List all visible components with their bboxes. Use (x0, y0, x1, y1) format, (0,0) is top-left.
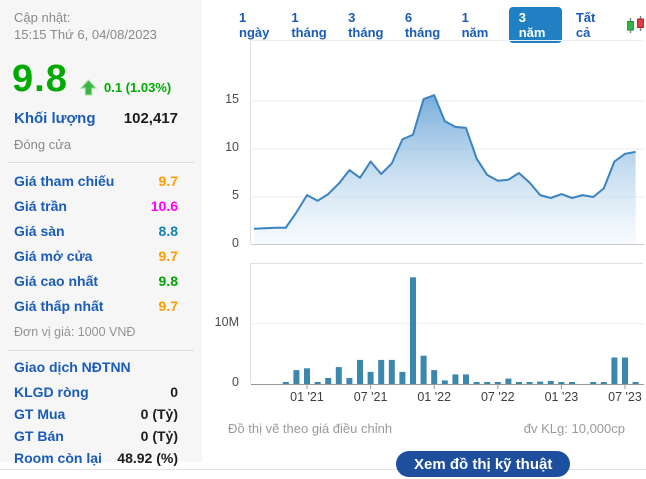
x-axis-tick-label: 07 '23 (608, 390, 642, 404)
x-axis-tick-label: 01 '21 (290, 390, 324, 404)
price-row-value: 9.7 (158, 173, 178, 189)
last-updated: Cập nhật: 15:15 Thứ 6, 04/08/2023 (14, 9, 157, 43)
price-row: Giá mở cửa 9.7 (14, 248, 178, 264)
current-price: 9.8 (12, 58, 68, 100)
foreign-row: KLGD ròng 0 (14, 384, 178, 400)
adjusted-price-note: Đồ thị vẽ theo giá điều chỉnh (228, 421, 393, 436)
chart-panel: 1 ngày 1 tháng 3 tháng 6 tháng 1 năm 3 n… (202, 0, 646, 479)
tab-1-nam[interactable]: 1 năm (461, 10, 489, 40)
tab-1-thang[interactable]: 1 tháng (291, 10, 327, 40)
last-updated-label: Cập nhật: (14, 10, 71, 25)
x-axis-tick-label: 01 '22 (417, 390, 451, 404)
volume-y-tick: 10M (214, 315, 239, 329)
foreign-row-label: Room còn lại (14, 450, 102, 466)
tab-3-thang[interactable]: 3 tháng (348, 10, 384, 40)
price-row: Giá cao nhất 9.8 (14, 273, 178, 289)
foreign-row-label: KLGD ròng (14, 384, 89, 400)
foreign-row: Room còn lại 48.92 (%) (14, 450, 178, 466)
bottom-rule (0, 469, 646, 470)
price-row-label: Giá trần (14, 198, 67, 214)
x-axis-tick-label: 07 '22 (481, 390, 515, 404)
foreign-row-value: 0 (Tỷ) (140, 428, 178, 444)
tab-tat-ca[interactable]: Tất cả (575, 10, 596, 40)
price-y-tick: 5 (232, 188, 239, 202)
price-change: 0.1 (1.03%) (79, 79, 172, 96)
volume-bar-chart: 01 '21 07 '21 01 '22 07 '22 01 '23 07 '23 (250, 263, 644, 404)
arrow-up-icon (79, 79, 98, 96)
price-row-label: Giá tham chiếu (14, 173, 115, 189)
volume-y-tick: 0 (232, 375, 239, 389)
volume-row: Khối lượng 102,417 (14, 110, 178, 127)
price-row-label: Giá thấp nhất (14, 298, 104, 314)
price-area-chart (250, 40, 644, 245)
foreign-row-label: GT Mua (14, 406, 66, 422)
price-row-label: Giá cao nhất (14, 273, 99, 289)
price-y-tick: 0 (232, 236, 239, 250)
foreign-row-value: 0 (Tỷ) (140, 406, 178, 422)
x-axis-tick-label: 07 '21 (354, 390, 388, 404)
close-label: Đóng cửa (14, 137, 72, 152)
volume-label: Khối lượng (14, 110, 96, 127)
price-unit-note: Đơn vị giá: 1000 VNĐ (14, 325, 136, 339)
price-row-value: 9.7 (158, 248, 178, 264)
sidebar-divider (8, 162, 194, 163)
quote-sidebar: Cập nhật: 15:15 Thứ 6, 04/08/2023 9.8 0.… (0, 0, 202, 466)
volume-unit-note: đv KLg: 10,000cp (523, 421, 625, 436)
foreign-row: GT Bán 0 (Tỷ) (14, 428, 178, 444)
price-y-tick: 10 (225, 140, 239, 154)
foreign-row-value: 0 (170, 384, 178, 400)
price-row: Giá trần 10.6 (14, 198, 178, 214)
price-row: Giá thấp nhất 9.7 (14, 298, 178, 314)
tab-6-thang[interactable]: 6 tháng (404, 10, 441, 40)
tab-1-ngay[interactable]: 1 ngày (239, 10, 270, 40)
price-row-value: 10.6 (150, 198, 178, 214)
price-change-text: 0.1 (1.03%) (104, 80, 172, 95)
price-row-label: Giá mở cửa (14, 248, 93, 264)
foreign-trading-header: Giao dịch NĐTNN (14, 359, 131, 375)
volume-value: 102,417 (123, 110, 178, 127)
tab-3-nam-active[interactable]: 3 năm (508, 7, 562, 43)
x-axis-tick-label: 01 '23 (545, 390, 579, 404)
price-row-value: 8.8 (158, 223, 178, 239)
foreign-row-value: 48.92 (%) (117, 450, 178, 466)
foreign-row: GT Mua 0 (Tỷ) (14, 406, 178, 422)
candlestick-chart-icon[interactable] (625, 15, 646, 36)
foreign-row-label: GT Bán (14, 428, 64, 444)
view-technical-chart-button[interactable]: Xem đồ thị kỹ thuật (396, 451, 571, 477)
price-row-value: 9.8 (158, 273, 178, 289)
price-row: Giá sàn 8.8 (14, 223, 178, 239)
price-y-tick: 15 (225, 92, 239, 106)
price-row-label: Giá sàn (14, 223, 65, 239)
sidebar-divider (8, 350, 194, 351)
price-row: Giá tham chiếu 9.7 (14, 173, 178, 189)
period-tabs: 1 ngày 1 tháng 3 tháng 6 tháng 1 năm 3 n… (237, 7, 646, 43)
last-updated-time: 15:15 Thứ 6, 04/08/2023 (14, 27, 157, 42)
price-row-value: 9.7 (158, 298, 178, 314)
